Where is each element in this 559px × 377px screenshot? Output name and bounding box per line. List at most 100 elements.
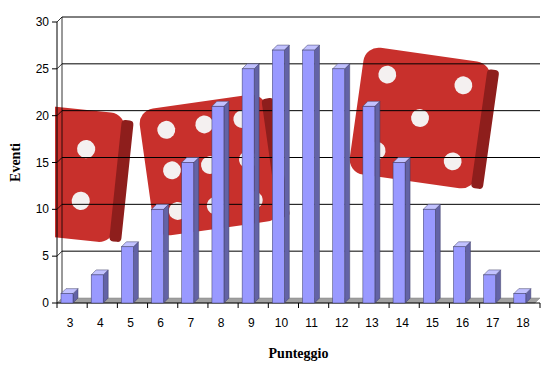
y-tick-label: 15 bbox=[36, 156, 50, 170]
bar-top bbox=[152, 204, 169, 209]
margin bbox=[0, 0, 55, 377]
bar-top bbox=[212, 101, 229, 106]
bar-front bbox=[152, 209, 164, 303]
bar bbox=[152, 204, 169, 303]
bar-side bbox=[435, 204, 440, 303]
die-pip bbox=[76, 139, 96, 159]
bar-front bbox=[242, 69, 254, 303]
bar-side bbox=[194, 158, 199, 304]
x-tick-label: 3 bbox=[67, 316, 74, 330]
y-tick bbox=[52, 22, 57, 23]
x-tick-label: 9 bbox=[248, 316, 255, 330]
bar-top bbox=[333, 64, 350, 69]
bar-top bbox=[242, 64, 259, 69]
y-tick-label: 25 bbox=[36, 62, 50, 76]
bar-front bbox=[393, 163, 405, 304]
x-tick-label: 14 bbox=[395, 316, 409, 330]
x-tick-label: 17 bbox=[486, 316, 500, 330]
chart: 0510152025303456789101112131415161718Pun… bbox=[0, 0, 559, 377]
bar-top bbox=[182, 158, 199, 163]
bar-side bbox=[375, 101, 380, 303]
die-pip bbox=[443, 151, 463, 171]
bar-front bbox=[514, 294, 526, 303]
bar-front bbox=[121, 247, 133, 303]
die-pip bbox=[194, 114, 214, 134]
bar-front bbox=[453, 247, 465, 303]
bar-top bbox=[91, 270, 108, 275]
x-tick bbox=[207, 303, 208, 308]
x-tick-label: 6 bbox=[157, 316, 164, 330]
bar-front bbox=[212, 106, 224, 303]
bar-front bbox=[363, 106, 375, 303]
y-tick bbox=[52, 303, 57, 304]
bar-top bbox=[514, 289, 531, 294]
bar-front bbox=[272, 50, 284, 303]
bar-top bbox=[393, 158, 410, 163]
x-tick bbox=[268, 303, 269, 308]
y-tick-label: 10 bbox=[36, 202, 50, 216]
bar-top bbox=[423, 204, 440, 209]
bar bbox=[514, 289, 531, 303]
bar-side bbox=[164, 204, 169, 303]
y-tick bbox=[52, 115, 57, 116]
bars bbox=[61, 45, 531, 303]
x-tick bbox=[87, 303, 88, 308]
grid-line-side bbox=[57, 111, 62, 116]
die-pip bbox=[453, 75, 473, 95]
bar-side bbox=[254, 64, 259, 303]
x-tick bbox=[358, 303, 359, 308]
x-tick bbox=[177, 303, 178, 308]
bar bbox=[272, 45, 289, 303]
die-side bbox=[471, 69, 500, 190]
bar bbox=[363, 101, 380, 303]
bar-front bbox=[423, 209, 435, 303]
y-axis bbox=[57, 22, 58, 303]
bar bbox=[61, 289, 78, 303]
bar-top bbox=[303, 45, 320, 50]
x-tick-label: 5 bbox=[127, 316, 134, 330]
bar-top bbox=[484, 270, 501, 275]
x-tick bbox=[147, 303, 148, 308]
die-pip bbox=[377, 65, 397, 85]
grid-line-side bbox=[57, 17, 62, 22]
bar-side bbox=[465, 242, 470, 303]
bar bbox=[393, 158, 410, 304]
bar-front bbox=[484, 275, 496, 303]
x-tick bbox=[419, 303, 420, 308]
x-tick-label: 18 bbox=[516, 316, 530, 330]
grid-line bbox=[62, 17, 540, 18]
bar-top bbox=[61, 289, 78, 294]
y-tick bbox=[52, 209, 57, 210]
bar-side bbox=[103, 270, 108, 303]
bar-top bbox=[272, 45, 289, 50]
grid-line bbox=[62, 110, 540, 111]
bar-side bbox=[224, 101, 229, 303]
y-tick-label: 5 bbox=[42, 249, 49, 263]
x-tick-label: 12 bbox=[335, 316, 349, 330]
x-tick-label: 7 bbox=[188, 316, 195, 330]
y-tick bbox=[52, 162, 57, 163]
bar-side bbox=[133, 242, 138, 303]
x-tick bbox=[449, 303, 450, 308]
bar-front bbox=[182, 163, 194, 304]
grid-line bbox=[62, 204, 540, 205]
bar-side bbox=[496, 270, 501, 303]
grid-line bbox=[62, 63, 540, 64]
grid-line-side bbox=[57, 251, 62, 256]
die-pip bbox=[162, 160, 182, 180]
x-tick-label: 16 bbox=[456, 316, 470, 330]
x-tick bbox=[540, 303, 541, 308]
bar bbox=[484, 270, 501, 303]
bar-top bbox=[453, 242, 470, 247]
x-tick-label: 11 bbox=[305, 316, 318, 330]
bar-front bbox=[91, 275, 103, 303]
y-tick-label: 20 bbox=[36, 109, 50, 123]
grid-line-side bbox=[57, 158, 62, 163]
bar-side bbox=[405, 158, 410, 304]
x-axis-label: Punteggio bbox=[269, 346, 329, 361]
x-tick-label: 8 bbox=[218, 316, 225, 330]
x-tick-label: 15 bbox=[426, 316, 440, 330]
bar-front bbox=[303, 50, 315, 303]
grid-line-side bbox=[57, 204, 62, 209]
bar bbox=[303, 45, 320, 303]
